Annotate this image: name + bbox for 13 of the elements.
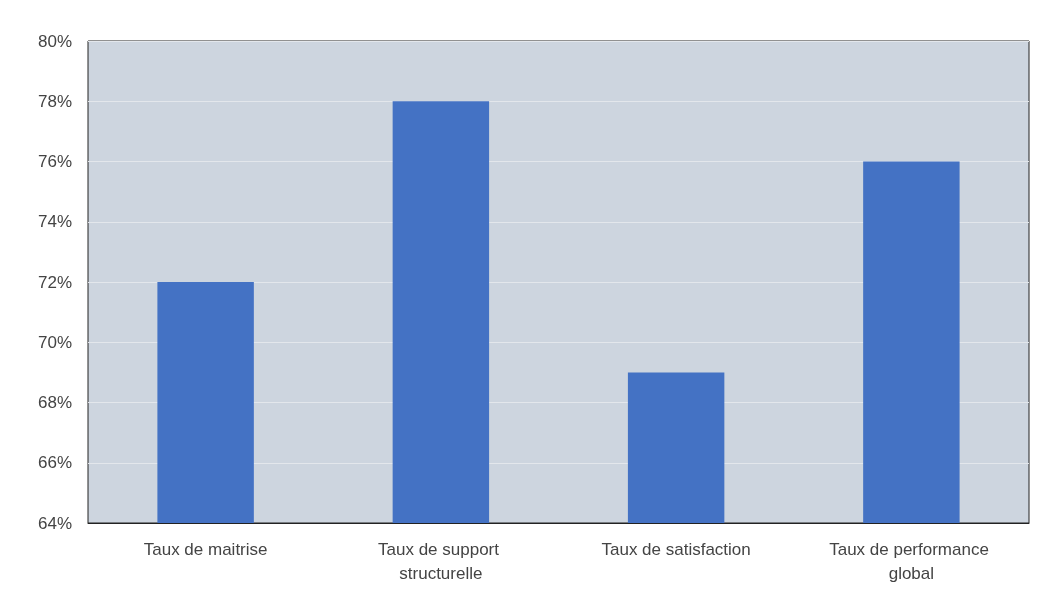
- y-tick-label: 80%: [37, 31, 72, 51]
- y-tick-label: 66%: [37, 453, 72, 473]
- x-tick-label: Taux de support structurelle: [378, 539, 504, 583]
- y-tick-label: 68%: [37, 393, 72, 412]
- y-tick-label: 64%: [37, 513, 72, 533]
- x-tick-label: Taux de performance global: [829, 539, 994, 583]
- y-tick-label: 70%: [37, 332, 72, 352]
- y-tick-label: 72%: [37, 272, 72, 292]
- x-tick-label: Taux de satisfaction: [601, 539, 751, 559]
- y-tick-label: 76%: [37, 152, 72, 171]
- y-tick-label: 78%: [37, 91, 72, 111]
- x-tick-label: Taux de maitrise: [143, 539, 268, 559]
- y-tick-label: 74%: [37, 212, 72, 232]
